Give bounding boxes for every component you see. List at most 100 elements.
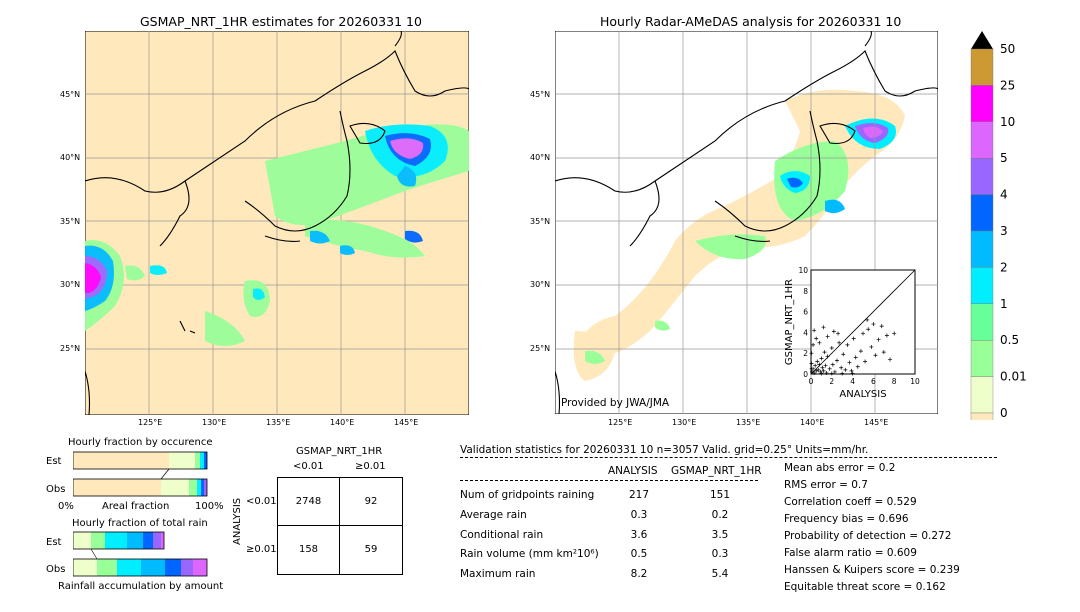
scatter-point <box>819 356 824 361</box>
scatter-point <box>879 324 884 329</box>
validation-row-gsmap: 3.5 <box>711 529 729 541</box>
score-line: Hanssen & Kuipers score = 0.239 <box>784 564 960 576</box>
scatter-ylabel: GSMAP_NRT_1HR <box>784 279 795 365</box>
scatter-point <box>817 340 822 345</box>
scatter-point <box>829 371 834 376</box>
score-line: Frequency bias = 0.696 <box>784 513 909 525</box>
colorbar-cell <box>970 194 994 232</box>
colorbar-label: 10 <box>1000 115 1015 129</box>
scatter-y-tick: 6 <box>803 308 808 317</box>
total-rain-obs-bar <box>73 558 208 577</box>
validation-col-gsmap: GSMAP_NRT_1HR <box>671 465 762 477</box>
contingency-cell: 59 <box>364 544 378 555</box>
scatter-point <box>825 334 830 339</box>
contingency-cell: 158 <box>298 544 319 555</box>
colorbar-cell <box>970 340 994 377</box>
scatter-point <box>845 342 850 347</box>
right-lon-label: 125°E <box>608 418 633 427</box>
occurrence-row-obs: Obs <box>46 484 66 495</box>
colorbar-cell <box>970 48 994 86</box>
score-line: Probability of detection = 0.272 <box>784 530 952 542</box>
total-rain-row-obs: Obs <box>46 564 66 575</box>
scatter-ticks: 0 2 4 6 8 10 0 2 4 6 8 10 <box>798 266 920 386</box>
scatter-point <box>819 371 824 376</box>
left-lon-label: 135°E <box>266 418 291 427</box>
validation-row-analysis: 3.6 <box>630 529 648 541</box>
colorbar-label: 0.01 <box>1000 370 1027 384</box>
left-lat-label: 25°N <box>60 344 81 353</box>
colorbar-label: 5 <box>1000 151 1008 165</box>
scatter-point <box>865 317 870 322</box>
total-rain-bars <box>73 531 208 577</box>
contingency-col-ge: ≥0.01 <box>355 461 386 472</box>
score-line: False alarm ratio = 0.609 <box>784 547 917 559</box>
scatter-point <box>821 325 826 330</box>
scatter-point <box>829 346 834 350</box>
scatter-y-tick: 4 <box>803 328 808 337</box>
scatter-point <box>851 336 856 341</box>
left-map <box>85 31 469 415</box>
scatter-point <box>843 367 848 372</box>
colorbar-label: 50 <box>1000 42 1015 56</box>
scatter-point <box>814 336 819 341</box>
scatter-point <box>873 353 878 358</box>
scatter-point <box>811 342 816 347</box>
right-lat-label: 35°N <box>530 217 551 226</box>
contingency-cell: 92 <box>364 496 378 507</box>
occurrence-bars <box>73 451 208 497</box>
occurrence-title: Hourly fraction by occurence <box>68 437 213 448</box>
scatter-point <box>884 333 889 338</box>
left-lat-label: 40°N <box>60 153 81 162</box>
validation-row-label: Average rain <box>460 509 527 521</box>
validation-row-label: Num of gridpoints raining <box>460 489 595 501</box>
contingency-row-ge: ≥0.01 <box>246 544 277 555</box>
validation-row-gsmap: 151 <box>709 489 731 501</box>
validation-row-label: Maximum rain <box>460 568 536 580</box>
right-lon-label: 145°E <box>864 418 889 427</box>
contingency-grid: 2748 92 158 59 <box>277 477 403 575</box>
scatter-x-tick: 4 <box>850 377 855 386</box>
scatter-point <box>810 369 815 374</box>
scatter-point <box>825 354 830 359</box>
validation-table-rule <box>460 480 758 481</box>
scatter-point <box>849 368 854 373</box>
colorbar-cell <box>970 157 994 195</box>
right-lat-label: 25°N <box>530 344 551 353</box>
scatter-point <box>820 365 825 370</box>
validation-row-gsmap: 5.4 <box>711 568 729 580</box>
scatter-point <box>812 328 817 333</box>
colorbar-cell <box>970 412 994 420</box>
validation-row-gsmap: 0.3 <box>711 548 729 560</box>
scatter-point <box>888 357 893 362</box>
left-lon-label: 140°E <box>330 418 355 427</box>
scatter-point <box>853 355 858 360</box>
scatter-point <box>835 358 839 363</box>
left-map-title: GSMAP_NRT_1HR estimates for 20260331 10 <box>140 14 422 29</box>
validation-header: Validation statistics for 20260331 10 n=… <box>460 444 869 456</box>
right-lat-label: 40°N <box>530 153 551 162</box>
scatter-point <box>813 363 818 368</box>
left-lon-label: 130°E <box>202 418 227 427</box>
validation-row-analysis: 0.5 <box>630 548 648 560</box>
total-rain-row-est: Est <box>46 537 62 548</box>
right-lat-label: 30°N <box>530 280 551 289</box>
right-lon-label: 130°E <box>672 418 697 427</box>
right-lon-label: 135°E <box>736 418 761 427</box>
scatter-point <box>823 363 828 368</box>
colorbar-cell <box>970 376 994 414</box>
scatter-point <box>822 350 827 355</box>
scatter-point <box>821 368 826 373</box>
scatter-point <box>869 344 874 349</box>
right-map-coastlines <box>555 31 938 414</box>
occurrence-axis-label: Areal fraction <box>102 501 170 512</box>
left-lat-label: 45°N <box>60 90 81 99</box>
scatter-point <box>817 362 822 367</box>
scatter-point <box>841 352 846 357</box>
scatter-point <box>814 368 819 373</box>
scatter-point <box>837 340 842 345</box>
left-map-coastlines <box>85 31 469 415</box>
right-map-gridlines <box>555 31 938 414</box>
scatter-inset: 0 2 4 6 8 10 0 2 4 6 8 10 ANALYSIS GSMAP_NRT_1HR <box>784 266 920 400</box>
scatter-x-tick: 8 <box>892 377 897 386</box>
occurrence-est-bar <box>73 451 208 470</box>
